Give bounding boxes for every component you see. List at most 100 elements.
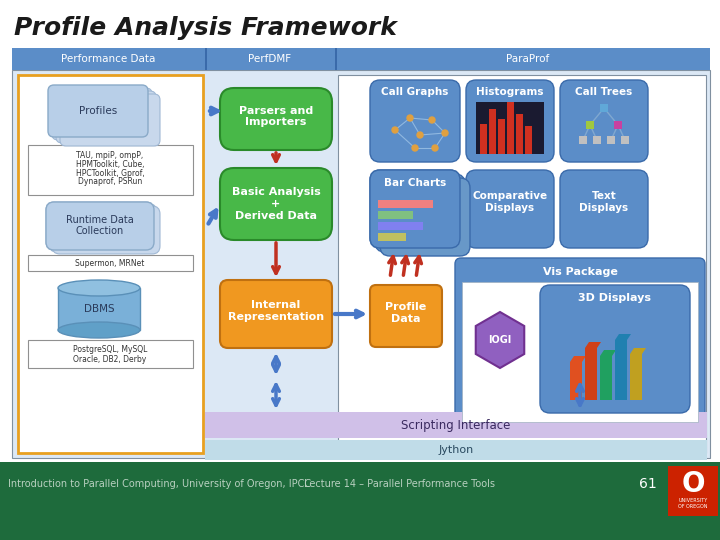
Polygon shape: [585, 342, 601, 348]
Text: Data: Data: [391, 314, 420, 324]
Polygon shape: [630, 348, 646, 354]
Text: Call Graphs: Call Graphs: [382, 87, 449, 97]
Bar: [378, 200, 433, 208]
Text: Vis Package: Vis Package: [543, 267, 618, 277]
Bar: [600, 104, 608, 112]
Text: IOGI: IOGI: [488, 335, 512, 345]
Circle shape: [429, 117, 435, 123]
FancyBboxPatch shape: [220, 280, 332, 348]
FancyBboxPatch shape: [466, 80, 554, 162]
Text: Parsers and: Parsers and: [239, 106, 313, 116]
Text: Call Trees: Call Trees: [575, 87, 633, 97]
Bar: [507, 102, 514, 154]
Text: Derived Data: Derived Data: [235, 211, 317, 221]
Bar: [489, 109, 496, 154]
Bar: [579, 136, 587, 144]
Bar: [0, 462, 720, 540]
Circle shape: [417, 132, 423, 138]
Bar: [378, 233, 406, 241]
Text: Lecture 14 – Parallel Performance Tools: Lecture 14 – Parallel Performance Tools: [305, 479, 495, 489]
Text: PostgreSQL, MySQL: PostgreSQL, MySQL: [73, 346, 147, 354]
Text: Scripting Interface: Scripting Interface: [401, 418, 510, 431]
FancyBboxPatch shape: [220, 168, 332, 240]
Polygon shape: [476, 312, 524, 368]
Bar: [585, 348, 597, 400]
Text: Histograms: Histograms: [476, 87, 544, 97]
Bar: [630, 354, 642, 400]
Bar: [12, 70, 710, 458]
Text: Introduction to Parallel Computing, University of Oregon, IPCC: Introduction to Parallel Computing, Univ…: [8, 479, 311, 489]
FancyBboxPatch shape: [46, 202, 154, 250]
FancyBboxPatch shape: [49, 204, 157, 252]
Circle shape: [407, 115, 413, 121]
Text: OF OREGON: OF OREGON: [678, 503, 708, 509]
FancyBboxPatch shape: [60, 94, 160, 146]
Text: Basic Analysis: Basic Analysis: [232, 187, 320, 197]
Text: TAU, mpiP, ompP,: TAU, mpiP, ompP,: [76, 151, 143, 159]
Bar: [516, 114, 523, 154]
Bar: [498, 119, 505, 154]
FancyBboxPatch shape: [375, 174, 465, 252]
Bar: [570, 362, 582, 400]
Text: HPCToolkit, Gprof,: HPCToolkit, Gprof,: [76, 168, 145, 178]
FancyBboxPatch shape: [46, 202, 154, 250]
FancyBboxPatch shape: [56, 91, 156, 143]
Bar: [205, 440, 707, 460]
Bar: [480, 124, 487, 154]
Bar: [607, 136, 615, 144]
Text: Bar Charts: Bar Charts: [384, 178, 446, 188]
Text: ParaProf: ParaProf: [506, 54, 549, 64]
Bar: [58, 288, 140, 330]
Text: Profile Analysis Framework: Profile Analysis Framework: [14, 16, 397, 40]
Circle shape: [432, 145, 438, 151]
Polygon shape: [615, 334, 631, 340]
Bar: [205, 48, 207, 70]
FancyBboxPatch shape: [370, 170, 460, 248]
Circle shape: [412, 145, 418, 151]
Text: UNIVERSITY: UNIVERSITY: [678, 497, 708, 503]
FancyBboxPatch shape: [466, 170, 554, 248]
Text: DBMS: DBMS: [84, 304, 114, 314]
Bar: [586, 121, 594, 129]
Text: Importers: Importers: [246, 117, 307, 127]
Bar: [18, 75, 203, 453]
Circle shape: [392, 127, 398, 133]
Text: 61: 61: [639, 477, 657, 491]
Bar: [476, 102, 544, 154]
Bar: [28, 145, 193, 195]
Text: PerfDMF: PerfDMF: [248, 54, 292, 64]
Bar: [621, 136, 629, 144]
Bar: [668, 466, 718, 516]
Bar: [205, 412, 707, 438]
Text: Profile: Profile: [385, 302, 427, 312]
FancyBboxPatch shape: [560, 80, 648, 162]
Ellipse shape: [58, 280, 140, 296]
Text: Text: Text: [592, 191, 616, 201]
Text: Displays: Displays: [580, 203, 629, 213]
Bar: [615, 340, 627, 400]
Bar: [378, 211, 413, 219]
FancyBboxPatch shape: [560, 170, 648, 248]
FancyBboxPatch shape: [370, 80, 460, 162]
Text: Oracle, DB2, Derby: Oracle, DB2, Derby: [73, 355, 147, 364]
Text: Representation: Representation: [228, 312, 324, 322]
Circle shape: [442, 130, 448, 136]
Bar: [335, 48, 337, 70]
FancyBboxPatch shape: [52, 206, 160, 254]
Text: Jython: Jython: [438, 445, 474, 455]
Text: Profiles: Profiles: [79, 106, 117, 116]
Text: Supermon, MRNet: Supermon, MRNet: [76, 259, 145, 267]
FancyBboxPatch shape: [455, 258, 705, 428]
Text: HPMToolkit, Cube,: HPMToolkit, Cube,: [76, 159, 144, 168]
Text: Displays: Displays: [485, 203, 534, 213]
Text: +: +: [271, 199, 281, 209]
Bar: [338, 75, 706, 453]
Bar: [28, 255, 193, 271]
Text: Runtime Data: Runtime Data: [66, 215, 134, 225]
Text: O: O: [681, 470, 705, 498]
Ellipse shape: [58, 322, 140, 338]
Text: Comparative: Comparative: [472, 191, 548, 201]
FancyBboxPatch shape: [370, 170, 460, 248]
Text: 3D Displays: 3D Displays: [578, 293, 652, 303]
Bar: [12, 48, 710, 70]
